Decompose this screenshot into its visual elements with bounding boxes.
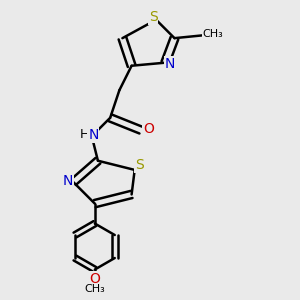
Text: N: N [88, 128, 98, 142]
Text: S: S [149, 10, 158, 24]
Text: N: N [165, 57, 175, 71]
Text: CH₃: CH₃ [85, 284, 105, 294]
Text: CH₃: CH₃ [202, 28, 223, 39]
Text: O: O [89, 272, 100, 286]
Text: H: H [80, 128, 89, 141]
Text: S: S [135, 158, 144, 172]
Text: N: N [63, 174, 73, 188]
Text: O: O [143, 122, 154, 136]
